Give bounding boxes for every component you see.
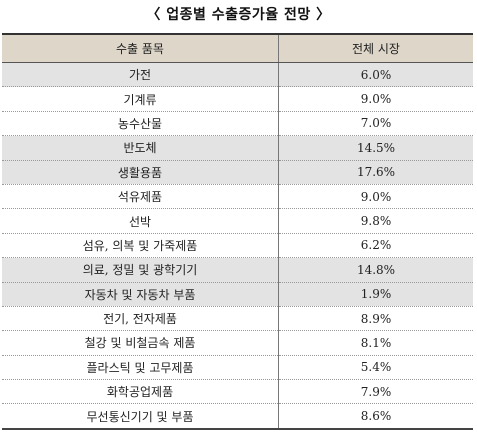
export-item-cell: 전기, 전자제품 (2, 306, 279, 332)
growth-rate-cell: 14.5% (278, 135, 473, 161)
export-item-cell: 철강 및 비철금속 제품 (2, 330, 279, 356)
table-row: 무선통신기기 및 부품 8.6% (2, 403, 473, 430)
export-item-cell: 자동차 및 자동차 부품 (2, 282, 279, 307)
table-row: 철강 및 비철금속 제품 8.1% (2, 330, 473, 356)
header-total-market: 전체 시장 (278, 33, 473, 63)
table-title: 〈 업종별 수출증가율 전망 〉 (146, 7, 331, 23)
export-item-cell: 석유제품 (2, 184, 279, 210)
table-row: 전기, 전자제품 8.9% (2, 306, 473, 332)
export-growth-table: 수출 품목 전체 시장 가전 6.0% 기계류 9.0% 농수산물 7.0% 반도체 14.5… (2, 33, 473, 430)
table-row: 플라스틱 및 고무제품 5.4% (2, 355, 473, 381)
growth-rate-cell: 8.1% (278, 330, 473, 356)
table-row: 선박 9.8% (2, 208, 473, 234)
growth-rate-cell: 7.9% (278, 379, 473, 405)
growth-rate-cell: 5.4% (278, 355, 473, 381)
table-row: 화학공업제품 7.9% (2, 379, 473, 405)
growth-rate-cell: 6.2% (278, 233, 473, 259)
table-row: 농수산물 7.0% (2, 111, 473, 137)
export-item-cell: 플라스틱 및 고무제품 (2, 355, 279, 381)
table-row: 가전 6.0% (2, 62, 473, 88)
header-export-item: 수출 품목 (2, 33, 279, 63)
growth-rate-cell: 9.8% (278, 208, 473, 234)
export-item-cell: 선박 (2, 208, 279, 234)
growth-rate-cell: 8.6% (278, 403, 473, 430)
growth-rate-cell: 14.8% (278, 257, 473, 283)
table-row: 기계류 9.0% (2, 86, 473, 112)
table-row: 반도체 14.5% (2, 135, 473, 161)
growth-rate-cell: 17.6% (278, 160, 473, 185)
export-item-cell: 반도체 (2, 135, 279, 161)
export-item-cell: 농수산물 (2, 111, 279, 137)
table-row: 섬유, 의복 및 가죽제품 6.2% (2, 233, 473, 259)
growth-rate-cell: 9.0% (278, 86, 473, 112)
export-item-cell: 화학공업제품 (2, 379, 279, 405)
export-item-cell: 가전 (2, 62, 279, 88)
growth-rate-cell: 1.9% (278, 282, 473, 307)
export-item-cell: 생활용품 (2, 160, 279, 185)
growth-rate-cell: 7.0% (278, 111, 473, 137)
table-header-row: 수출 품목 전체 시장 (2, 33, 473, 63)
export-item-cell: 의료, 정밀 및 광학기기 (2, 257, 279, 283)
table-row: 의료, 정밀 및 광학기기 14.8% (2, 257, 473, 283)
table-row: 석유제품 9.0% (2, 184, 473, 210)
table-row: 생활용품 17.6% (2, 160, 473, 185)
growth-rate-cell: 8.9% (278, 306, 473, 332)
table-row: 자동차 및 자동차 부품 1.9% (2, 282, 473, 307)
export-item-cell: 무선통신기기 및 부품 (2, 403, 279, 430)
growth-rate-cell: 6.0% (278, 62, 473, 88)
growth-rate-cell: 9.0% (278, 184, 473, 210)
table-body: 가전 6.0% 기계류 9.0% 농수산물 7.0% 반도체 14.5% 생활용품 17.6% 석유… (2, 62, 473, 430)
export-item-cell: 섬유, 의복 및 가죽제품 (2, 233, 279, 259)
export-item-cell: 기계류 (2, 86, 279, 112)
